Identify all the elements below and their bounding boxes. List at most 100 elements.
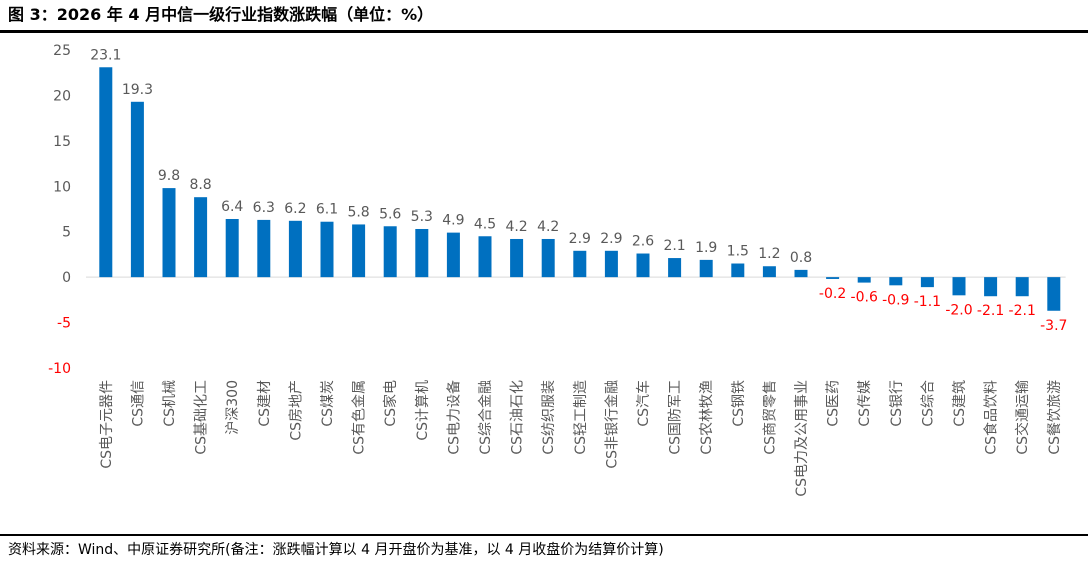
data-label: 2.9 (569, 231, 591, 247)
bar (636, 253, 650, 278)
data-label: 1.2 (758, 246, 780, 262)
y-tick-label: -10 (48, 361, 71, 377)
bar (952, 277, 966, 296)
bar (288, 220, 302, 278)
bar (826, 277, 840, 279)
bar (320, 221, 334, 278)
bar (541, 238, 555, 278)
category-label: CS综合 (920, 380, 936, 427)
category-label: CS电子元器件 (99, 380, 115, 469)
bar (478, 236, 492, 278)
category-label: CS通信 (130, 380, 146, 427)
bar (920, 277, 934, 288)
bar (383, 226, 397, 278)
category-label: CS非银行金融 (604, 380, 620, 469)
bar (604, 250, 618, 278)
bar (257, 219, 271, 278)
category-label: CS银行 (889, 380, 905, 427)
category-labels-group: CS电子元器件 CS通信 CS机械 CS基础化工 沪深300 CS建材 CS房地产 CS煤炭 C… (99, 380, 1063, 497)
data-label: 6.3 (253, 200, 275, 216)
category-label: CS纺织服装 (541, 380, 557, 455)
category-label: CS电力及公用事业 (794, 380, 810, 497)
data-label: 4.9 (442, 213, 464, 229)
bar (415, 228, 429, 278)
data-label: 1.9 (695, 240, 717, 256)
category-label: CS家电 (382, 380, 399, 427)
category-label: CS餐饮旅游 (1047, 380, 1063, 455)
bar-chart: 25 20 15 10 5 0 -5 -10 23.1 19.3 9.8 8.8 6.4 6.3 6.2 6… (48, 43, 1067, 497)
bar (99, 67, 113, 278)
data-label: 4.5 (474, 216, 496, 232)
data-label: 5.3 (411, 209, 433, 225)
bar (352, 224, 366, 278)
data-label: 9.8 (158, 168, 180, 184)
data-label: -1.1 (914, 294, 941, 310)
category-label: CS交通运输 (1014, 380, 1031, 455)
bars-group (99, 67, 1061, 311)
category-label: CS轻工制造 (573, 380, 589, 455)
bar (446, 232, 460, 278)
bar (510, 238, 524, 278)
category-label: CS建筑 (952, 380, 968, 427)
bar (699, 259, 713, 278)
top-rule (0, 30, 1088, 33)
bar (573, 250, 587, 278)
bar (1015, 277, 1029, 297)
data-label: -2.1 (977, 303, 1004, 319)
bar (1047, 277, 1061, 311)
y-tick-label: 10 (53, 179, 71, 195)
category-label: CS建材 (257, 380, 273, 427)
data-label: 1.5 (727, 244, 749, 260)
category-label: 沪深300 (225, 380, 241, 435)
bar (889, 277, 903, 286)
data-label: 4.2 (537, 219, 559, 235)
category-label: CS房地产 (288, 380, 304, 441)
bar (130, 101, 144, 278)
category-label: CS基础化工 (193, 380, 210, 455)
data-label: 5.6 (379, 206, 401, 222)
category-label: CS机械 (162, 380, 178, 427)
bar (162, 188, 176, 278)
category-label: CS传媒 (857, 380, 873, 427)
data-label: 23.1 (90, 47, 121, 63)
y-tick-label: 0 (62, 270, 71, 286)
bar (794, 269, 808, 278)
bar (984, 277, 998, 297)
data-label: 4.2 (505, 219, 527, 235)
category-label: CS商贸零售 (762, 380, 778, 455)
bar (762, 266, 776, 278)
y-tick-label: 25 (53, 43, 71, 59)
category-label: CS食品饮料 (983, 380, 1000, 455)
y-tick-label: 15 (53, 134, 71, 150)
category-label: CS农林牧渔 (699, 380, 715, 455)
y-tick-label: 5 (62, 225, 71, 241)
category-label: CS医药 (826, 380, 842, 427)
data-label: 8.8 (189, 177, 211, 193)
bar (731, 263, 745, 278)
data-label: -2.0 (945, 302, 972, 318)
data-label: 6.1 (316, 202, 338, 218)
data-label: 2.9 (600, 231, 622, 247)
category-label: CS综合金融 (478, 380, 494, 455)
category-label: CS计算机 (415, 380, 431, 441)
category-label: CS钢铁 (731, 380, 747, 427)
data-label: 0.8 (790, 250, 812, 266)
data-label: -3.7 (1040, 318, 1067, 334)
bar (225, 218, 239, 278)
bar (668, 258, 682, 278)
category-label: CS汽车 (635, 380, 652, 427)
category-label: CS煤炭 (320, 380, 336, 427)
data-label: 2.6 (632, 234, 654, 250)
category-label: CS国防军工 (668, 380, 684, 455)
bar (194, 197, 208, 278)
category-label: CS电力设备 (445, 380, 462, 455)
category-label: CS有色金属 (351, 380, 368, 455)
source-note: 资料来源：Wind、中原证券研究所(备注：涨跌幅计算以 4 月开盘价为基准，以 … (8, 542, 664, 558)
data-label: 2.1 (663, 238, 685, 254)
bar (857, 277, 871, 283)
data-label: 6.2 (284, 201, 306, 217)
bottom-rule (0, 534, 1088, 536)
y-tick-label: 20 (53, 88, 71, 104)
data-label: 19.3 (122, 82, 153, 98)
data-label: -0.9 (882, 292, 909, 308)
